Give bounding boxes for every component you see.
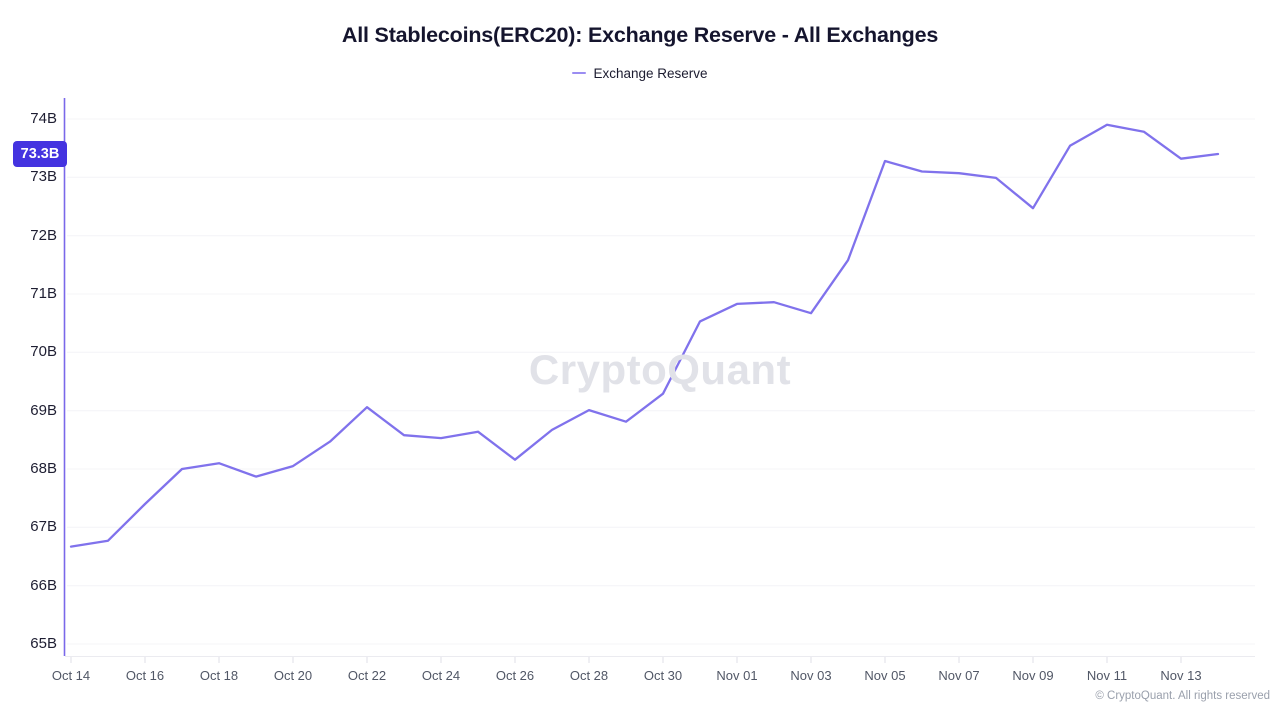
- legend: Exchange Reserve: [0, 64, 1280, 82]
- legend-item-exchange-reserve[interactable]: Exchange Reserve: [593, 65, 708, 81]
- watermark: CryptoQuant: [528, 346, 792, 393]
- copyright-text: © CryptoQuant. All rights reserved: [1095, 690, 1270, 702]
- legend-line-icon: [572, 71, 587, 75]
- current-value-badge: 73.3B: [13, 141, 67, 167]
- chart-title: All Stablecoins(ERC20): Exchange Reserve…: [341, 23, 939, 47]
